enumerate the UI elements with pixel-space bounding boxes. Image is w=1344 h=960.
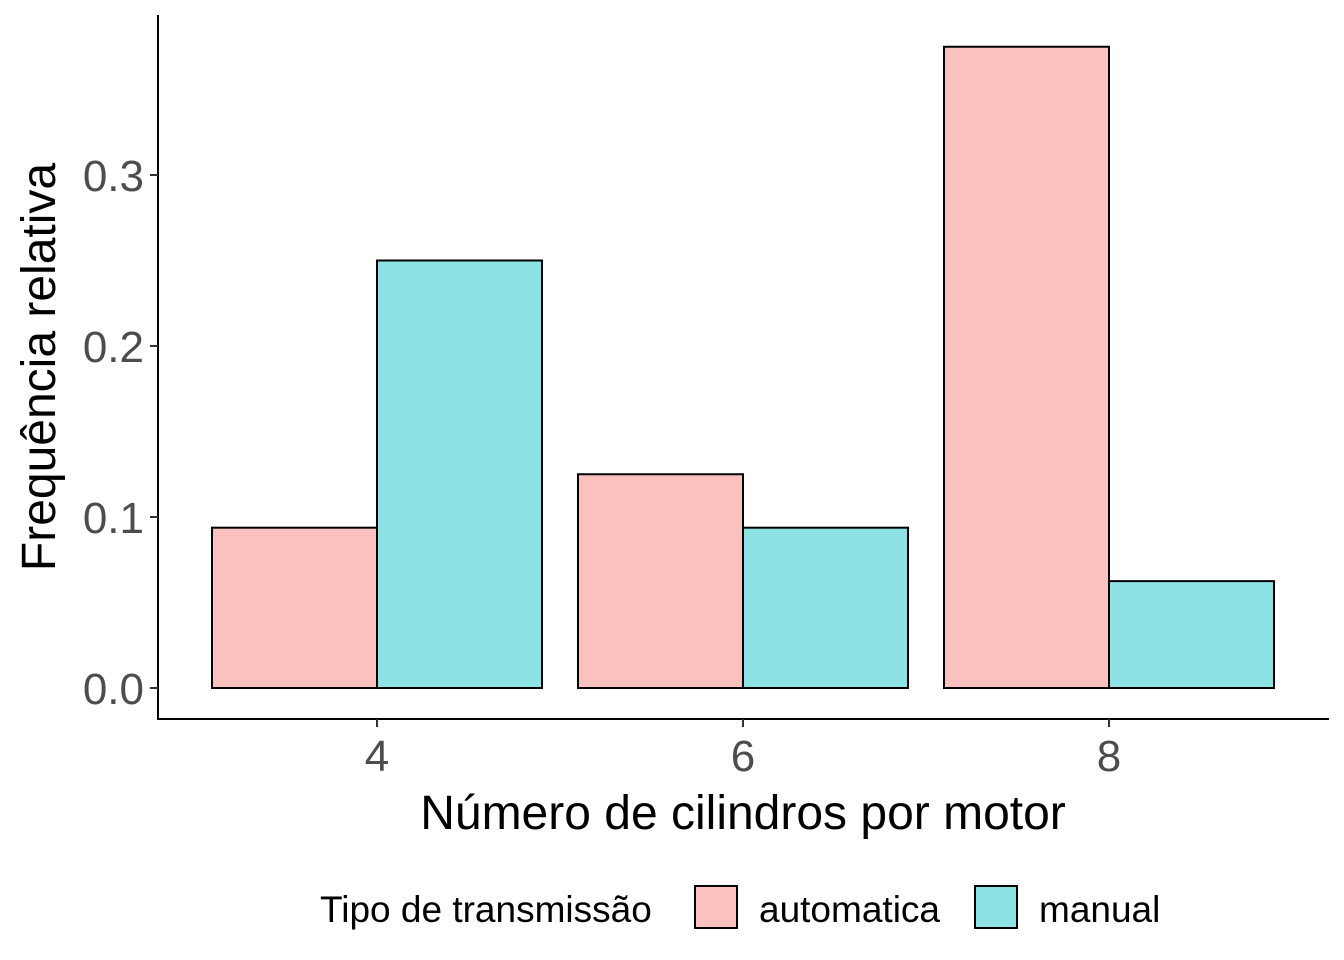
y-tick-label: 0.3 xyxy=(83,152,144,201)
bar-manual-4 xyxy=(376,259,543,689)
legend-items: automatica manual xyxy=(694,885,1160,930)
bar-manual-6 xyxy=(742,526,909,689)
x-axis-ticks: 4 6 8 xyxy=(365,719,1121,781)
legend-key-automatica xyxy=(694,885,738,929)
bar-manual-8 xyxy=(1108,580,1275,689)
x-tick-label: 8 xyxy=(1097,732,1121,781)
legend-title: Tipo de transmissão xyxy=(320,889,652,930)
x-tick-label: 4 xyxy=(365,732,389,781)
x-tick-label: 6 xyxy=(731,732,755,781)
y-axis-ticks: 0.0 0.1 0.2 0.3 xyxy=(83,152,158,714)
y-tick-label: 0.1 xyxy=(83,494,144,543)
x-axis-title: Número de cilindros por motor xyxy=(420,787,1066,840)
y-tick-label: 0.0 xyxy=(83,665,144,714)
bar-automatica-4 xyxy=(211,526,378,689)
legend-label-automatica: automatica xyxy=(759,889,940,930)
legend: Tipo de transmissão automatica manual xyxy=(320,885,1160,930)
y-tick-label: 0.2 xyxy=(83,323,144,372)
legend-label-manual: manual xyxy=(1039,889,1160,930)
bar-automatica-8 xyxy=(943,45,1110,689)
y-axis-title: Frequência relativa xyxy=(13,163,66,572)
plot-area xyxy=(211,45,1275,689)
legend-key-manual xyxy=(974,885,1018,929)
bar-automatica-6 xyxy=(577,473,744,689)
